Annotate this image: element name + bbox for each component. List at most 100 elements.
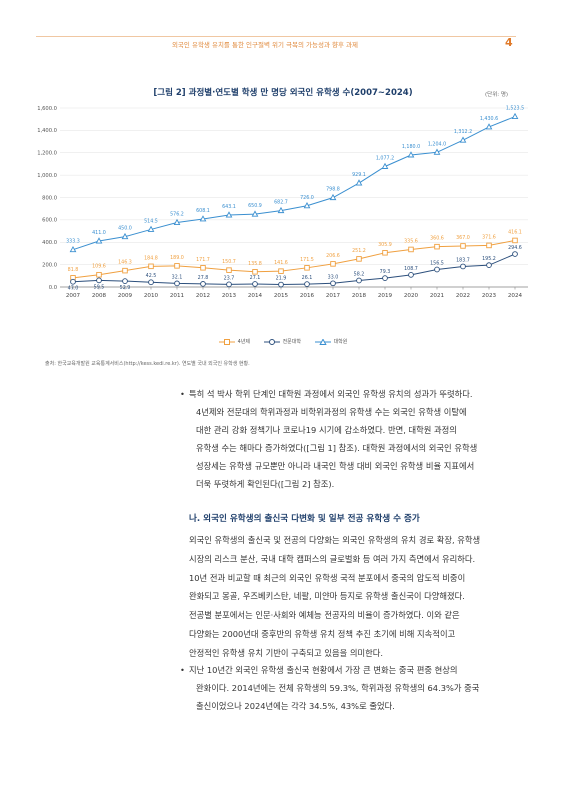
section-paragraph: 외국인 유학생의 출신국 및 전공의 다양화는 외국인 유학생의 유치 경로 확… xyxy=(189,531,514,663)
data-point xyxy=(226,267,232,273)
data-point xyxy=(460,263,466,270)
data-label: 33.0 xyxy=(328,274,339,280)
x-tick-label: 2019 xyxy=(378,293,393,299)
legend-label-4year: 4년제 xyxy=(237,339,250,345)
data-point xyxy=(200,281,206,287)
data-label: 1,523.5 xyxy=(506,106,524,112)
data-label: 32.1 xyxy=(172,274,183,280)
data-label: 141.6 xyxy=(274,260,288,266)
data-point xyxy=(407,151,415,158)
data-label: 42.5 xyxy=(146,273,157,279)
text-line: 출신이었으나 2024년에는 각각 34.5%, 43%로 줄었다. xyxy=(196,701,395,711)
text-line: 특히 석 박사 학위 단계인 대학원 과정에서 외국인 유학생 유치의 성과가 … xyxy=(189,389,473,399)
text-line: 더욱 뚜렷하게 확인된다([그림 2] 참조). xyxy=(196,479,335,489)
y-tick-label: 0.0 xyxy=(49,285,57,291)
data-label: 1,180.0 xyxy=(402,144,420,150)
x-tick-label: 2017 xyxy=(326,293,341,299)
data-point xyxy=(303,202,311,209)
legend-label-college: 전문대학 xyxy=(282,339,301,345)
data-label: 798.8 xyxy=(326,187,340,193)
data-label: 305.9 xyxy=(378,242,392,248)
text-line: 외국인 유학생의 출신국 및 전공의 다양화는 외국인 유학생의 유치 경로 확… xyxy=(189,535,481,545)
x-tick-label: 2013 xyxy=(222,293,237,299)
data-label: 109.6 xyxy=(92,264,106,270)
data-point xyxy=(225,211,233,218)
data-point xyxy=(304,265,310,271)
data-label: 26.1 xyxy=(302,275,313,281)
data-point xyxy=(277,206,285,214)
data-point xyxy=(251,210,259,217)
data-point xyxy=(147,225,155,232)
y-tick-label: 200.0 xyxy=(42,262,57,268)
figure-source: 출처: 한국교육개발원 교육통계서비스(http://kess.kedi.re.… xyxy=(45,361,250,367)
bullet-symbol: • xyxy=(180,665,185,675)
text-line: 4년제와 전문대의 학위과정과 비학위과정의 유학생 수는 외국인 유학생 이탈… xyxy=(196,407,467,417)
text-line: 지난 10년간 외국인 유학생 출신국 현황에서 가장 큰 변화는 중국 편중 … xyxy=(189,665,458,675)
data-point xyxy=(382,250,388,256)
data-point xyxy=(460,243,466,249)
data-label: 450.0 xyxy=(118,226,132,232)
data-point xyxy=(252,269,258,275)
legend-item-college: 전문대학 xyxy=(263,338,301,345)
data-point xyxy=(486,242,492,249)
x-tick-label: 2022 xyxy=(456,293,470,299)
x-tick-label: 2007 xyxy=(66,293,81,299)
x-tick-label: 2016 xyxy=(300,293,315,299)
data-point xyxy=(511,112,519,120)
data-label: 411.0 xyxy=(92,230,106,236)
legend-item-4year: 4년제 xyxy=(218,338,250,345)
data-label: 576.2 xyxy=(170,212,184,218)
y-tick-label: 1,600.0 xyxy=(37,106,57,112)
data-label: 156.5 xyxy=(430,260,444,266)
data-label: 183.7 xyxy=(456,257,470,263)
y-tick-label: 1,200.0 xyxy=(37,151,57,157)
data-label: 416.1 xyxy=(508,229,522,235)
data-point xyxy=(512,237,518,244)
data-label: 184.8 xyxy=(144,255,158,261)
legend-triangle-marker-icon xyxy=(314,338,331,345)
data-point xyxy=(96,277,102,284)
data-point xyxy=(200,265,206,271)
data-point xyxy=(173,218,181,225)
data-point xyxy=(278,268,284,274)
data-label: 608.1 xyxy=(196,208,210,214)
text-line: 대한 관리 강화 정책기나 코로나19 시기에 감소하였다. 반면, 대학원 과… xyxy=(196,425,457,435)
data-point xyxy=(69,245,77,253)
data-label: 1,204.0 xyxy=(428,141,446,147)
data-point xyxy=(330,280,336,287)
text-line: 완화되고 몽골, 우즈베키스탄, 네팔, 미얀마 등지로 유학생 출신국이 다양… xyxy=(189,591,465,602)
bullet-paragraph-2: • 지난 10년간 외국인 유학생 출신국 현황에서 가장 큰 변화는 중국 편… xyxy=(180,661,479,715)
text-line: 안정적인 유학생 유치 기반이 구축되고 있음을 의미한다. xyxy=(189,647,384,658)
data-label: 1,077.2 xyxy=(376,155,394,161)
series-line xyxy=(72,239,516,279)
legend-circle-marker-icon xyxy=(263,338,280,345)
x-tick-label: 2024 xyxy=(508,293,523,299)
data-point xyxy=(70,278,76,285)
data-label: 1,430.6 xyxy=(480,116,498,122)
data-label: 171.7 xyxy=(196,257,210,263)
data-point xyxy=(95,237,103,244)
legend-label-graduate: 대학원 xyxy=(333,339,348,345)
data-label: 23.7 xyxy=(224,275,235,281)
data-label: 206.6 xyxy=(326,253,340,259)
x-tick-label: 2023 xyxy=(482,293,497,299)
line-chart: 0.0 200.0 400.0 600.0 800.0 1,000.0 1,200.0 1,4… xyxy=(37,106,528,299)
data-point xyxy=(121,232,129,240)
data-label: 59.5 xyxy=(94,284,105,290)
data-point xyxy=(382,275,388,281)
x-tick-label: 2011 xyxy=(170,293,185,299)
data-point xyxy=(199,215,207,222)
data-point xyxy=(148,263,154,270)
data-label: 195.2 xyxy=(482,256,496,262)
data-point xyxy=(408,271,414,278)
data-point xyxy=(512,251,518,257)
data-point xyxy=(434,266,440,273)
data-label: 47.0 xyxy=(68,286,79,292)
x-tick-label: 2015 xyxy=(274,293,289,299)
x-tick-label: 2018 xyxy=(352,293,367,299)
legend-square-marker-icon xyxy=(218,338,235,345)
data-label: 335.6 xyxy=(404,238,418,244)
data-label: 135.8 xyxy=(248,261,262,267)
data-label: 643.1 xyxy=(222,204,236,210)
y-tick-label: 400.0 xyxy=(42,240,57,246)
